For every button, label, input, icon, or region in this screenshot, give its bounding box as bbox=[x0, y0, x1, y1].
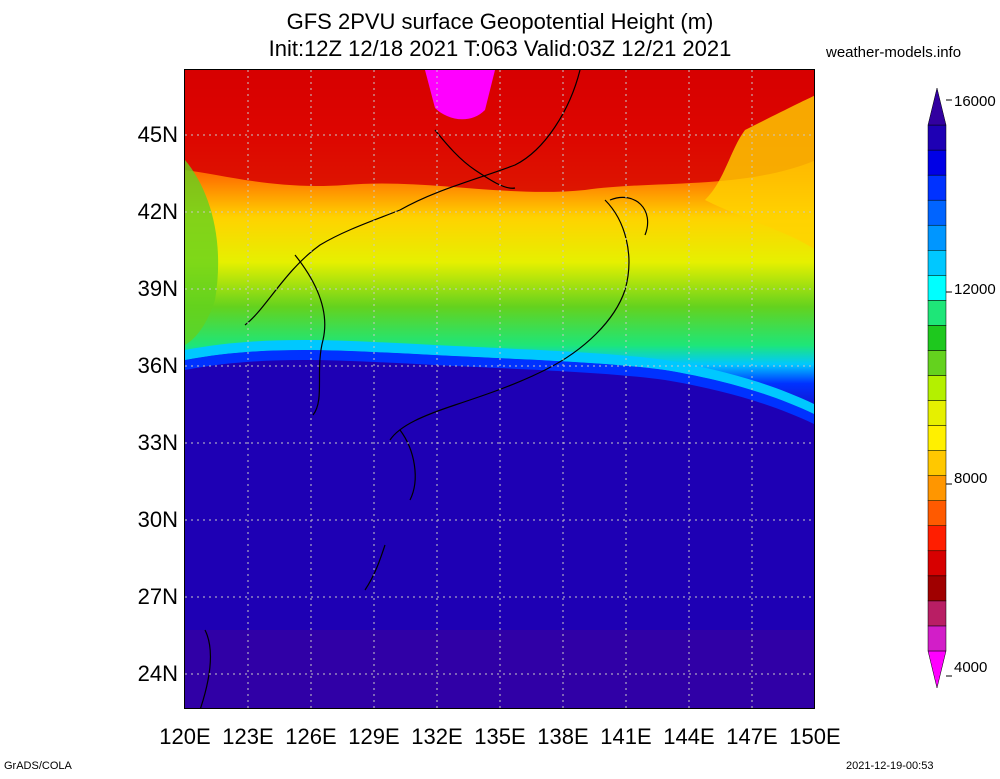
mainland-coast bbox=[244, 70, 581, 326]
honshu-coast bbox=[389, 199, 630, 441]
colorbar-segment bbox=[927, 625, 947, 652]
southern-zone bbox=[185, 630, 814, 708]
ridge-tongue bbox=[705, 95, 814, 249]
hokkaido-coast bbox=[609, 196, 649, 236]
site-credit: weather-models.info bbox=[826, 44, 962, 61]
map-title: GFS 2PVU surface Geopotential Height (m) bbox=[286, 9, 714, 34]
colorbar-segment bbox=[927, 149, 947, 176]
lon-label: 147E bbox=[726, 724, 778, 749]
colorbar-segment bbox=[927, 375, 947, 401]
korea-coast bbox=[294, 254, 326, 416]
map-field bbox=[185, 70, 814, 708]
lon-label: 144E bbox=[663, 724, 715, 749]
lon-label: 129E bbox=[348, 724, 400, 749]
footer-timestamp: 2021-12-19-00:53 bbox=[846, 760, 934, 772]
colorbar-segment bbox=[927, 300, 947, 326]
colorbar-segment bbox=[927, 525, 947, 552]
colorbar-segment bbox=[927, 500, 947, 526]
lat-label: 24N bbox=[137, 661, 178, 686]
map-panel bbox=[184, 69, 815, 709]
colorbar-segment bbox=[927, 174, 947, 201]
colorbar-segment bbox=[927, 400, 947, 426]
coastlines bbox=[200, 70, 649, 708]
lon-label: 120E bbox=[159, 724, 211, 749]
colorbar-segment bbox=[927, 575, 947, 602]
colorbar-segment bbox=[927, 250, 947, 276]
colorbar-label: 4000 bbox=[954, 659, 988, 676]
graticule bbox=[185, 70, 814, 708]
lon-label: 126E bbox=[285, 724, 337, 749]
colorbar-label: 12000 bbox=[954, 281, 996, 298]
colorbar-segment bbox=[927, 325, 947, 351]
colorbar-segment bbox=[927, 124, 947, 151]
colorbar-segment bbox=[927, 425, 947, 451]
ryukyu-chain bbox=[364, 544, 386, 591]
colorbar-segment bbox=[927, 475, 947, 501]
sakhalin-coast bbox=[434, 129, 516, 189]
colorbar bbox=[927, 87, 952, 689]
colorbar-segment bbox=[927, 650, 947, 689]
colorbar-segment bbox=[927, 87, 947, 126]
lon-label: 132E bbox=[411, 724, 463, 749]
lon-label: 123E bbox=[222, 724, 274, 749]
colorbar-segment bbox=[927, 450, 947, 476]
lat-label: 39N bbox=[137, 276, 178, 301]
west-green-zone bbox=[185, 160, 219, 345]
footer-credit: GrADS/COLA bbox=[4, 760, 72, 772]
colorbar-segment bbox=[927, 275, 947, 301]
high-height-zone bbox=[185, 350, 814, 708]
lat-label: 42N bbox=[137, 199, 178, 224]
lat-label: 30N bbox=[137, 507, 178, 532]
lat-label: 33N bbox=[137, 430, 178, 455]
taiwan-coast bbox=[200, 629, 212, 708]
colorbar-segment bbox=[927, 600, 947, 627]
kyushu-coast bbox=[399, 429, 416, 501]
colorbar-label: 8000 bbox=[954, 470, 988, 487]
lat-label: 27N bbox=[137, 584, 178, 609]
colorbar-segment bbox=[927, 350, 947, 376]
map-subtitle: Init:12Z 12/18 2021 T:063 Valid:03Z 12/2… bbox=[268, 36, 732, 61]
lon-label: 138E bbox=[537, 724, 589, 749]
minimum-center bbox=[425, 70, 495, 120]
lon-label: 150E bbox=[789, 724, 841, 749]
lon-label: 141E bbox=[600, 724, 652, 749]
colorbar-label: 16000 bbox=[954, 93, 996, 110]
colorbar-segment bbox=[927, 224, 947, 251]
lat-label: 45N bbox=[137, 122, 178, 147]
lon-label: 135E bbox=[474, 724, 526, 749]
colorbar-segment bbox=[927, 199, 947, 226]
colorbar-segment bbox=[927, 550, 947, 577]
lat-label: 36N bbox=[137, 353, 178, 378]
